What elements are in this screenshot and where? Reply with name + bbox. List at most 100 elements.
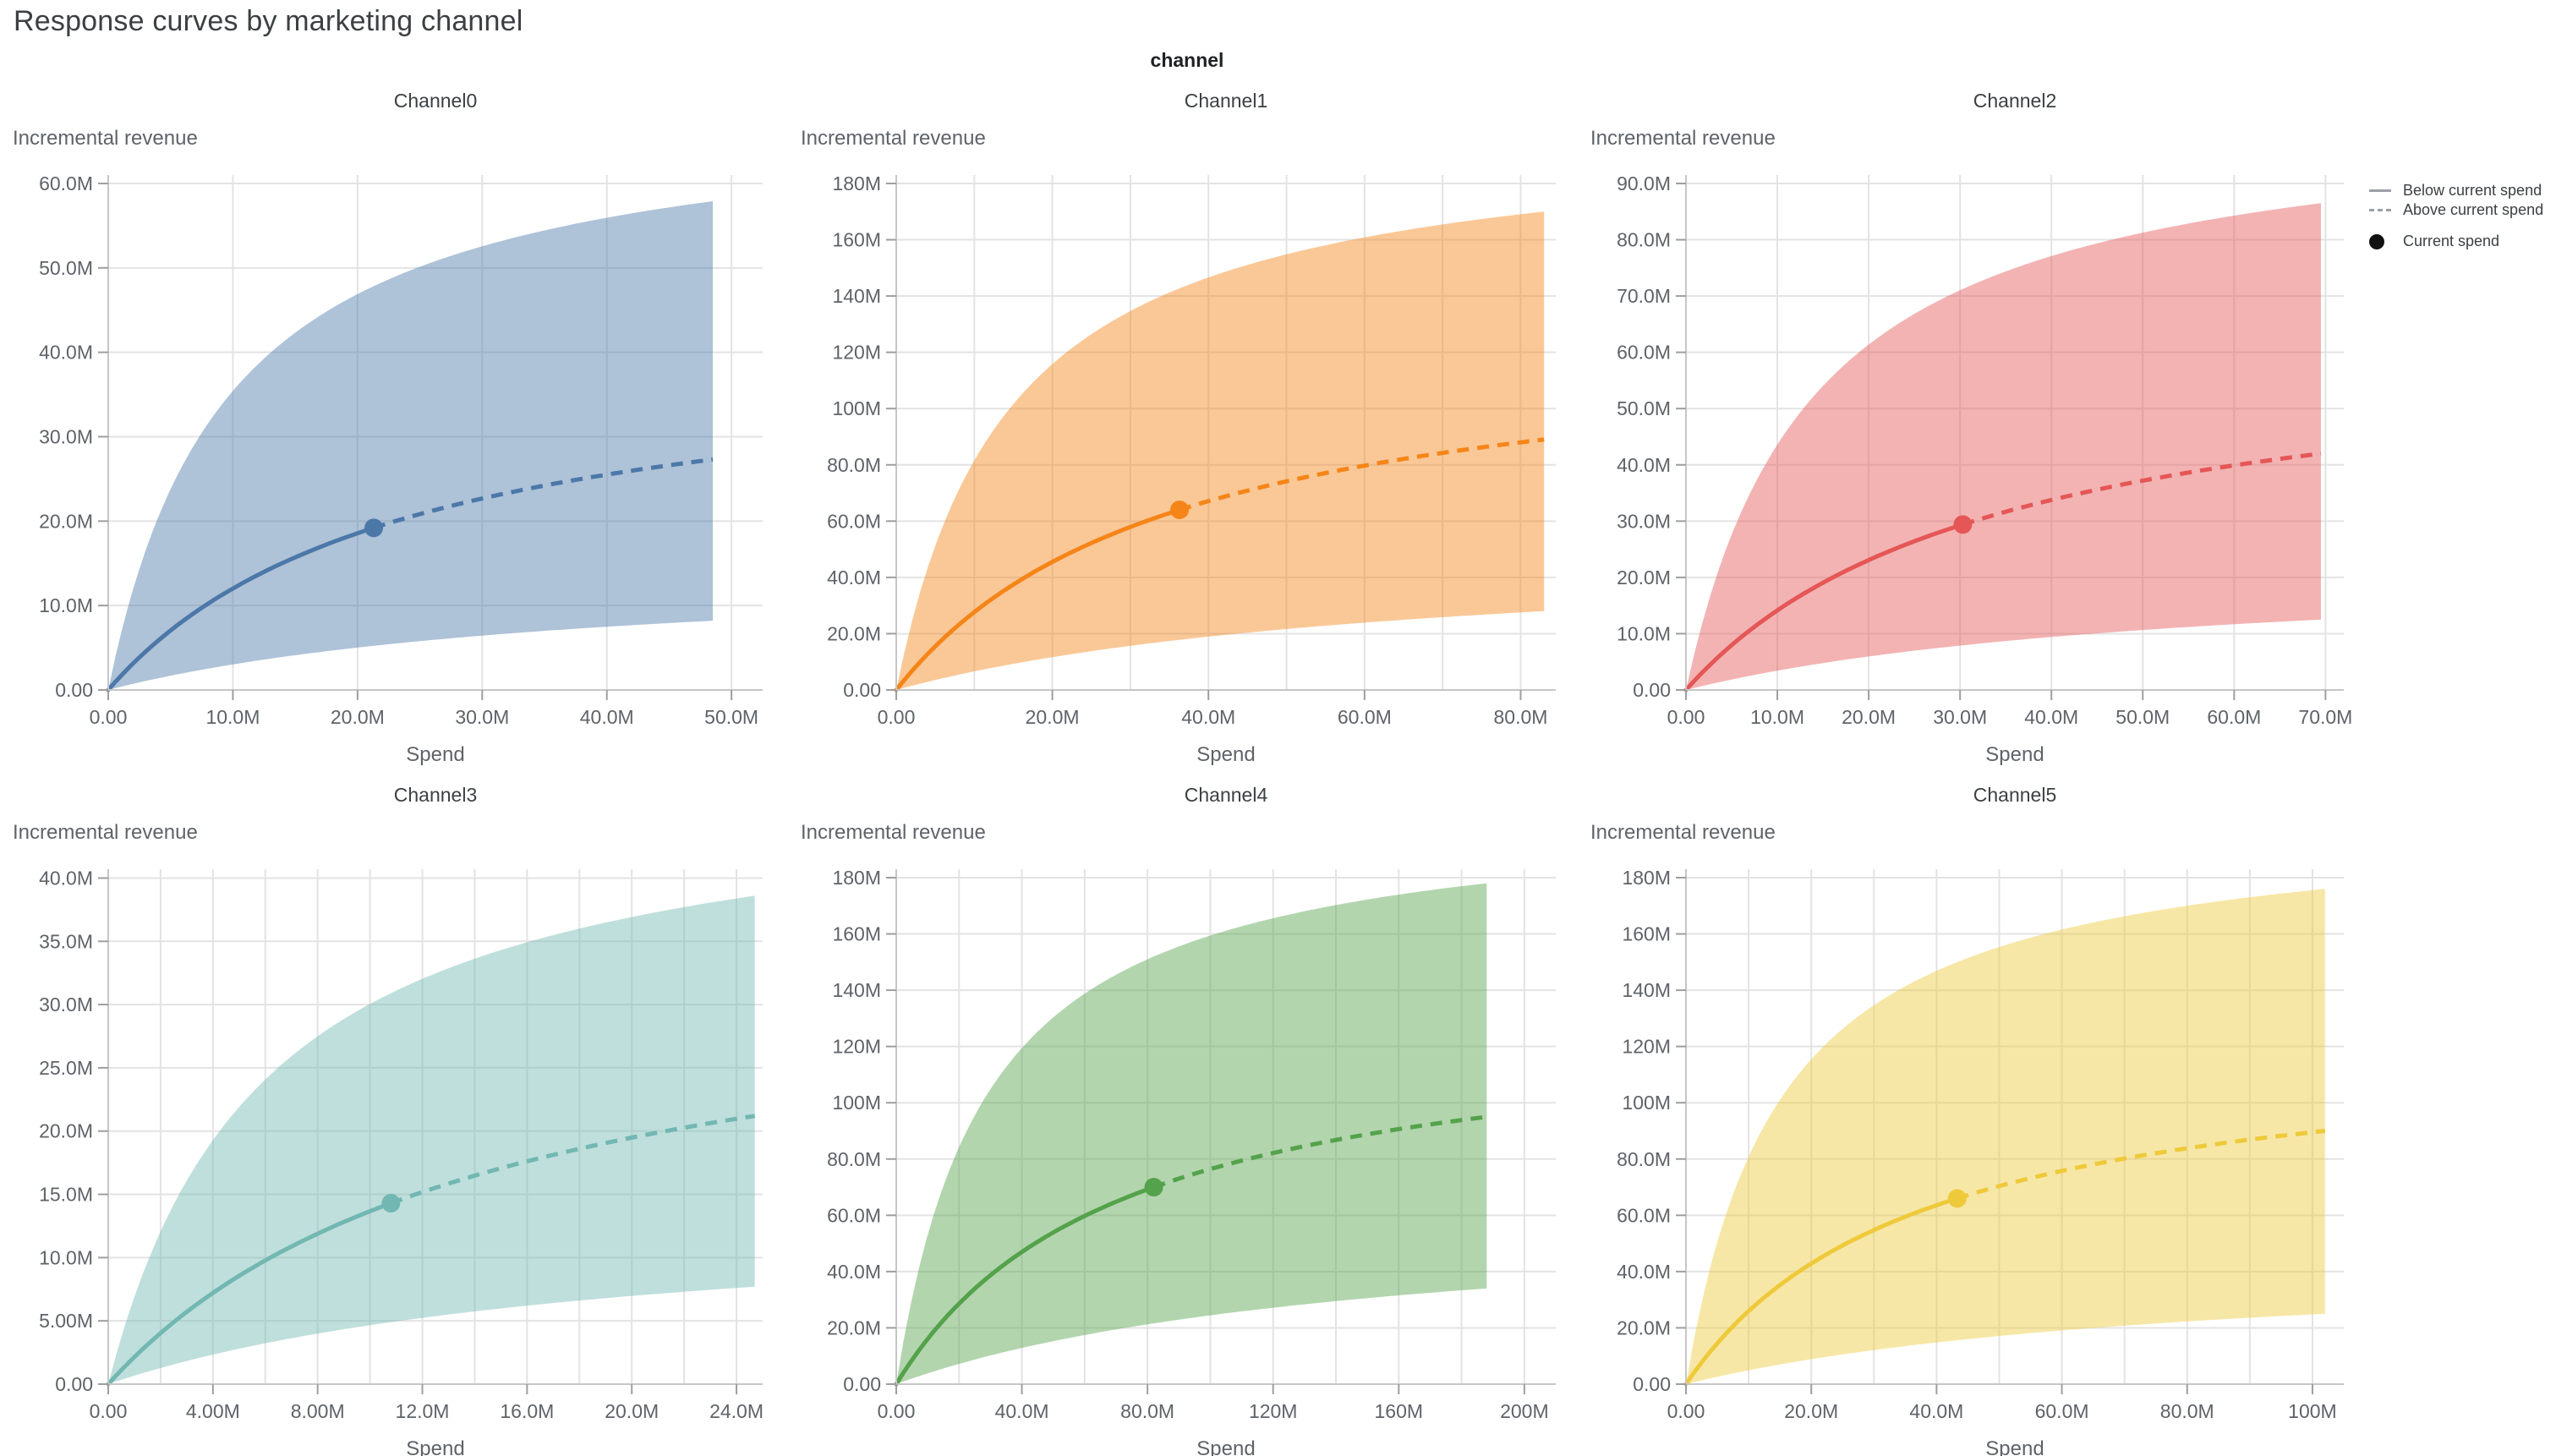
x-tick-label: 60.0M [2207,706,2261,728]
confidence-band [1686,889,2325,1384]
x-tick-label: 0.00 [90,1400,128,1422]
above-current-spend-line [1152,1114,1487,1190]
x-tick-label: 4.00M [186,1400,240,1422]
x-tick-label: 20.0M [605,1400,659,1422]
y-tick-label: 40.0M [827,567,881,588]
x-tick-label: 60.0M [2035,1400,2089,1422]
x-tick-label: 20.0M [331,706,385,728]
confidence-band [1686,203,2321,691]
below-current-spend-line [106,525,376,692]
subplot-channel4: 0.00 20.0M 40.0M 60.0M 80.0M 100M 120M 140M 160M… [801,784,1556,1456]
current-spend-dot [381,1194,401,1213]
gridlines [108,175,763,690]
y-tick-label: 100M [832,1092,881,1114]
y-tick-label: 60.0M [827,510,881,532]
x-tick-label: 0.00 [1667,706,1705,728]
y-tick-label: 40.0M [1617,1261,1671,1283]
subplot-channel3: 0.00 5.00M 10.0M 15.0M 20.0M 25.0M 30.0M 35.0M 4… [13,784,764,1456]
y-tick-label: 60.0M [1617,342,1671,364]
y-tick-label: 180M [832,172,881,194]
y-tick-label: 30.0M [1617,510,1671,532]
dot-swatch-icon [2369,233,2384,249]
y-tick-label: 140M [832,979,881,1001]
y-axis-title: Incremental revenue [801,821,986,844]
current-spend-dot [1170,501,1190,520]
legend-label: Above current spend [2403,201,2544,218]
x-tick-label: 80.0M [1120,1400,1174,1422]
x-axis-title: Spend [1985,1437,2044,1456]
x-tick-label: 0.00 [878,1400,916,1422]
x-tick-label: 80.0M [2160,1400,2214,1422]
x-tick-label: 10.0M [1750,706,1804,728]
legend-label: Below current spend [2403,182,2542,199]
y-tick-label: 25.0M [39,1057,93,1079]
x-tick-label: 20.0M [1026,706,1080,728]
above-current-spend-line [373,457,714,530]
x-tick-label: 16.0M [500,1400,554,1422]
x-tick-label: 20.0M [1784,1400,1838,1422]
y-tick-label: 120M [1622,1036,1671,1058]
x-axis-title: Spend [1985,743,2044,766]
y-tick-label: 0.00 [1633,679,1671,701]
confidence-band [896,883,1487,1384]
x-tick-label: 30.0M [1933,706,1987,728]
y-tick-label: 80.0M [1617,1148,1671,1170]
gridlines [108,869,763,1384]
y-tick-label: 40.0M [1617,454,1671,476]
y-tick-label: 40.0M [39,342,93,364]
subplot-title: Channel2 [1973,90,2056,112]
y-tick-label: 80.0M [827,454,881,476]
x-tick-label: 40.0M [580,706,634,728]
facet-header-channel: channel [1150,49,1224,71]
y-axis-title: Incremental revenue [1590,127,1776,150]
y-tick-label: 0.00 [55,1373,93,1395]
y-tick-label: 100M [832,397,881,419]
legend-item-current-spend: Current spend [2369,232,2567,251]
x-tick-label: 40.0M [1181,706,1235,728]
y-tick-label: 0.00 [55,679,93,701]
gridlines [896,869,1556,1384]
y-axis-title: Incremental revenue [13,127,198,150]
subplot-channel1: 0.00 20.0M 40.0M 60.0M 80.0M 100M 120M 140M 160M… [801,90,1556,766]
x-tick-label: 50.0M [704,706,758,728]
subplot-title: Channel3 [394,784,477,806]
x-tick-label: 12.0M [396,1400,450,1422]
y-tick-label: 20.0M [1617,567,1671,588]
y-tick-label: 160M [832,923,881,945]
subplot-channel5: 0.00 20.0M 40.0M 60.0M 80.0M 100M 120M 140M 160M… [1590,784,2344,1456]
legend-label: Current spend [2403,233,2500,249]
x-tick-label: 0.00 [878,706,916,728]
below-current-spend-line [106,1201,393,1387]
gridlines [1686,175,2344,690]
x-tick-label: 200M [1500,1400,1549,1422]
y-tick-label: 160M [1622,923,1671,945]
subplot-channel2: 0.00 10.0M 20.0M 30.0M 40.0M 50.0M 60.0M 70.0M 8… [1590,90,2352,766]
y-tick-label: 40.0M [39,867,93,889]
y-tick-label: 80.0M [827,1148,881,1170]
y-tick-label: 15.0M [39,1184,93,1206]
gridlines [1686,869,2344,1384]
y-tick-label: 140M [832,285,881,307]
y-tick-label: 90.0M [1617,172,1671,194]
y-tick-label: 20.0M [39,1120,93,1142]
y-tick-label: 80.0M [1617,229,1671,251]
x-axis-title: Spend [406,1437,464,1456]
solid-line-swatch-icon [2369,189,2391,192]
y-tick-label: 20.0M [39,510,93,532]
x-tick-label: 70.0M [2298,706,2352,728]
current-spend-dot [1144,1178,1163,1197]
y-axis-title: Incremental revenue [1590,821,1776,844]
y-tick-label: 20.0M [827,1316,881,1338]
y-tick-label: 35.0M [39,930,93,952]
page-title: Response curves by marketing channel [14,5,523,37]
below-current-spend-line [894,1185,1157,1387]
dashed-line-swatch-icon [2369,209,2391,211]
current-spend-dot [1947,1189,1967,1208]
y-tick-label: 0.00 [843,1373,881,1395]
x-tick-label: 60.0M [1338,706,1392,728]
subplot-title: Channel1 [1185,90,1267,112]
y-tick-label: 10.0M [39,594,93,616]
y-tick-label: 180M [832,867,881,889]
legend: Below current spend Above current spend … [2369,181,2567,251]
